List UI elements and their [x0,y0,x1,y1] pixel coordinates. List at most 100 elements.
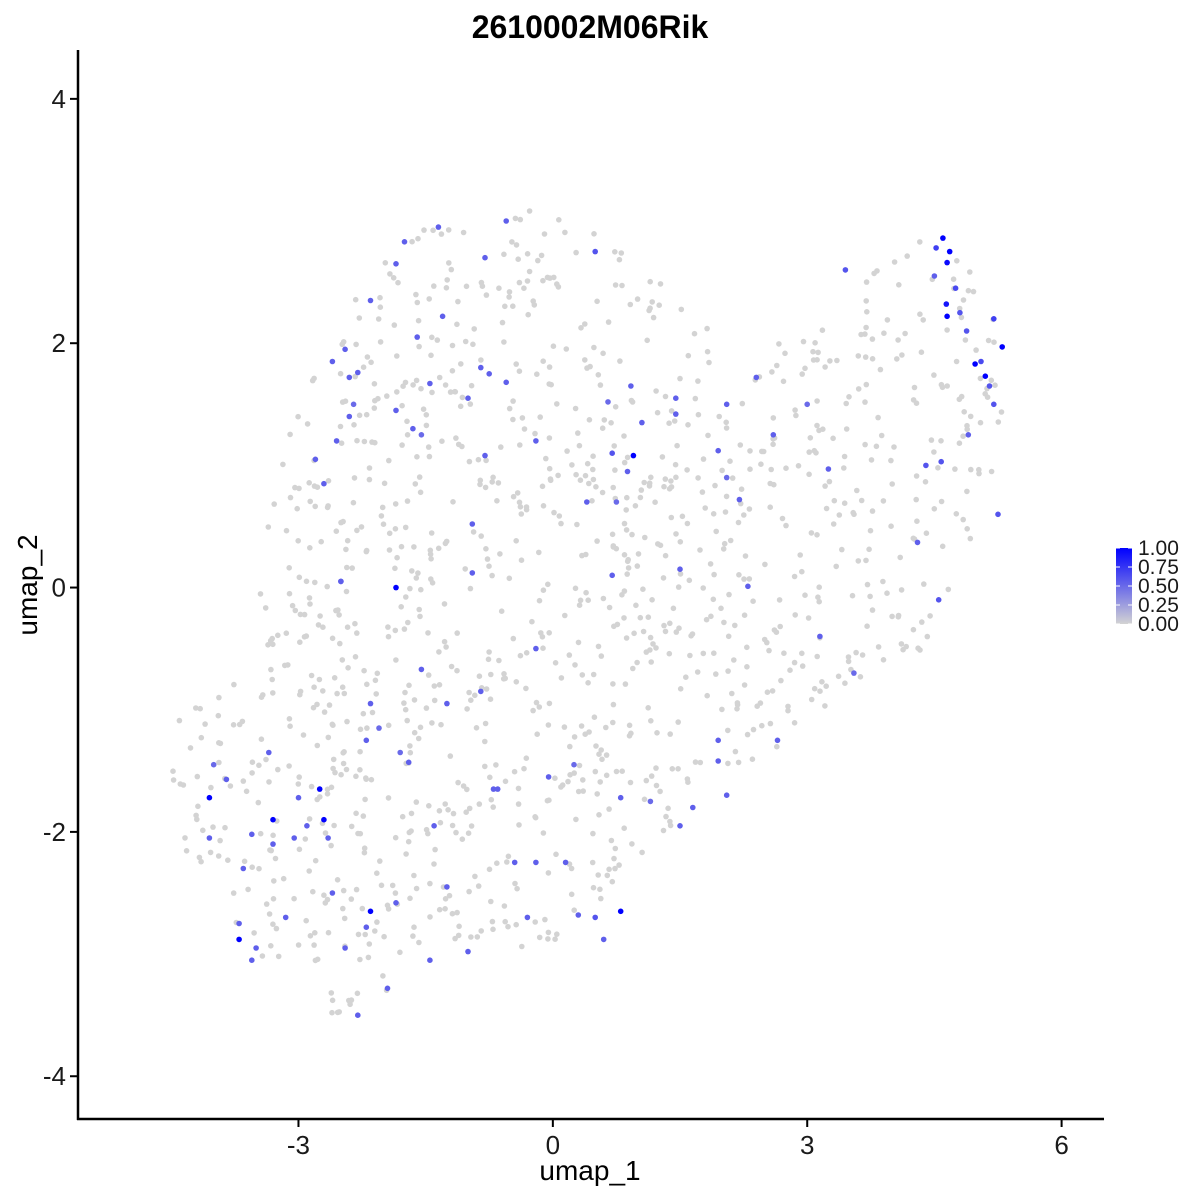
cell-point-background [812,340,818,346]
cell-point-background [473,725,480,731]
cell-point-background [744,644,750,651]
cell-point-background [343,588,350,595]
cell-point-background [746,506,753,512]
cell-point-background [802,365,808,372]
cell-point-background [764,639,770,646]
cell-point-background [453,435,459,441]
cell-point-background [954,258,960,264]
cell-point-background [580,777,586,783]
cell-point-expressing [600,936,607,943]
cell-point-background [275,953,282,960]
cell-point-background [611,443,617,449]
cell-point-background [466,458,473,465]
cell-point-background [445,227,452,233]
cell-point-background [871,270,877,277]
cell-point-background [477,481,483,488]
cell-point-background [187,745,194,751]
cell-point-expressing [545,774,552,780]
cell-point-background [881,330,887,337]
cell-point-expressing [592,248,598,255]
cell-point-background [512,880,518,887]
cell-point-background [741,612,748,618]
cell-point-background [706,359,712,366]
cell-point-background [215,853,222,859]
cell-point-background [515,785,522,792]
cell-point-background [667,620,673,627]
cell-point-background [382,260,389,266]
cell-point-background [864,623,870,629]
cell-point-background [792,612,798,618]
cell-point-background [431,697,438,704]
cell-point-background [468,382,475,389]
cell-point-background [425,444,432,450]
cell-point-background [623,507,629,513]
cell-point-background [403,594,409,600]
cell-point-expressing [355,1012,361,1018]
cell-point-background [759,448,765,455]
cell-point-expressing [490,786,497,792]
cell-point-background [405,838,412,845]
cell-point-background [894,356,900,362]
cell-point-background [353,886,360,893]
cell-point-background [815,349,821,356]
cell-point-background [363,775,369,781]
cell-point-background [721,540,728,547]
cell-point-background [611,623,617,630]
cell-point-expressing [355,369,361,376]
cell-point-background [677,571,684,577]
cell-point-background [674,442,680,449]
cell-point-background [875,644,882,650]
cell-point-background [862,354,869,360]
cell-point-expressing [592,914,598,921]
cell-point-background [811,447,818,454]
cell-point-background [418,385,424,392]
cell-point-background [437,819,444,826]
cell-point-background [255,799,262,806]
cell-point-expressing [605,399,611,405]
cell-point-background [306,868,313,874]
cell-point-background [600,595,607,602]
cell-point-background [953,511,960,517]
cell-point-background [488,671,494,678]
cell-point-background [542,916,548,923]
cell-point-background [272,855,279,862]
cell-point-background [666,650,673,657]
cell-point-background [354,437,360,444]
cell-point-background [731,657,737,663]
cell-point-background [361,667,367,674]
cell-point-background [411,729,418,736]
cell-point-expressing [562,859,569,866]
cell-point-background [953,358,960,365]
cell-point-background [545,722,552,728]
cell-point-background [286,716,293,722]
cell-point-background [318,538,325,545]
cell-point-background [582,731,588,737]
cell-point-background [534,731,540,737]
cell-point-background [575,430,581,436]
cell-point-background [543,455,549,462]
cell-point-background [704,325,710,332]
cell-point-background [774,743,780,750]
cell-point-background [845,654,852,660]
cell-point-expressing [624,468,631,475]
cell-point-background [296,574,303,581]
cell-point-background [572,405,579,412]
cell-point-background [769,688,776,694]
cell-point-background [410,382,416,388]
cell-point-background [357,748,363,755]
cell-point-background [866,546,872,553]
cell-point-background [292,484,298,491]
cell-point-background [256,865,262,872]
cell-point-background [956,305,963,312]
cell-point-background [336,1009,343,1015]
cell-point-background [374,870,380,876]
cell-point-background [568,865,575,872]
cell-point-background [736,572,742,578]
cell-point-background [773,629,780,635]
cell-point-background [692,395,699,402]
cell-point-background [311,942,317,948]
cell-point-background [571,734,578,740]
cell-point-background [486,649,492,655]
cell-point-background [593,743,599,749]
cell-point-background [590,884,597,891]
